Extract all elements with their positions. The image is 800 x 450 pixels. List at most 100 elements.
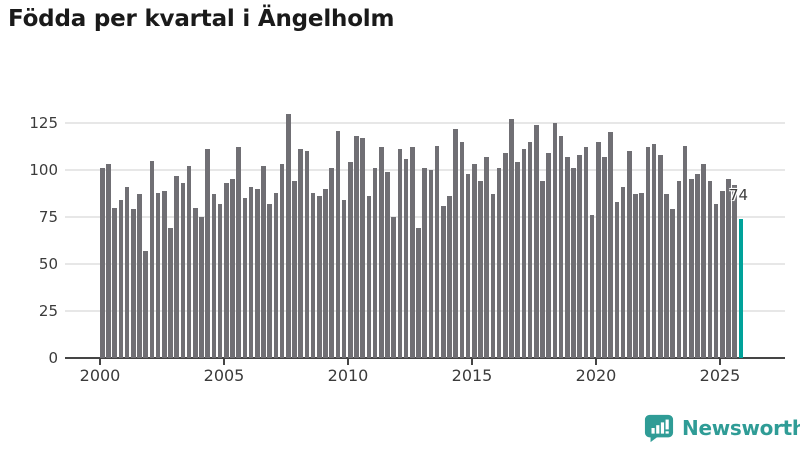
bar — [577, 154, 583, 358]
bar — [422, 168, 428, 358]
bar — [310, 192, 316, 358]
bar — [453, 128, 459, 358]
bar — [174, 175, 180, 358]
bar — [360, 138, 366, 358]
bar — [242, 198, 248, 358]
x-axis-tick — [347, 359, 349, 365]
bar — [292, 181, 297, 358]
bar — [131, 209, 136, 358]
bar — [639, 192, 645, 358]
bar — [230, 179, 235, 358]
bar — [354, 136, 359, 358]
x-axis-tick-label: 2025 — [699, 366, 741, 385]
x-axis-tick-label: 2000 — [79, 366, 121, 385]
bar — [286, 113, 291, 358]
bar — [676, 181, 682, 358]
bar — [205, 149, 211, 358]
bar — [317, 196, 322, 358]
bar — [162, 190, 167, 358]
bar — [199, 217, 204, 358]
bar — [627, 151, 632, 358]
bar — [335, 130, 341, 358]
bar — [273, 192, 279, 358]
bar — [329, 168, 335, 358]
bar — [224, 183, 229, 358]
bar — [441, 205, 446, 358]
bar — [620, 186, 626, 358]
bar — [515, 162, 521, 358]
y-axis-tick-label: 125 — [29, 114, 58, 132]
y-axis-tick-label: 0 — [48, 349, 58, 367]
bar — [565, 156, 570, 358]
bar — [614, 201, 620, 358]
x-axis-tick-label: 2010 — [327, 366, 369, 385]
bar — [279, 164, 285, 358]
bar — [372, 168, 378, 358]
y-axis-tick-label: 25 — [38, 302, 58, 320]
x-axis-tick-label: 2020 — [575, 366, 617, 385]
bar — [503, 153, 508, 358]
bar — [701, 164, 707, 358]
x-axis-tick — [595, 359, 597, 365]
bar — [236, 147, 242, 358]
bar — [695, 173, 700, 358]
bar — [496, 168, 502, 358]
bar — [658, 154, 663, 358]
bar — [416, 228, 421, 358]
bar — [651, 143, 657, 358]
bar — [193, 207, 198, 358]
bar — [732, 185, 738, 358]
bar — [465, 173, 471, 358]
y-axis-tick-label: 75 — [38, 208, 58, 226]
bar — [397, 149, 403, 358]
y-gridline — [65, 122, 785, 124]
bar — [304, 151, 310, 358]
bar — [379, 147, 384, 358]
bar — [540, 181, 545, 358]
bar — [106, 164, 111, 358]
bar — [546, 153, 552, 358]
bar — [434, 145, 440, 358]
bar — [664, 194, 669, 358]
chart-title: Födda per kvartal i Ängelholm — [8, 6, 395, 32]
bar — [143, 250, 149, 358]
bar — [552, 123, 558, 358]
bar — [707, 181, 713, 358]
bar — [211, 194, 217, 358]
bar — [534, 124, 539, 358]
bar — [348, 162, 353, 358]
bar — [571, 168, 576, 358]
bar — [248, 186, 254, 358]
bar — [137, 194, 142, 358]
bar — [391, 217, 397, 358]
brand-name: Newsworthy — [682, 416, 800, 440]
bar — [645, 147, 651, 358]
bar — [472, 164, 477, 358]
bar — [602, 156, 607, 358]
bar — [168, 228, 173, 358]
bar — [255, 188, 260, 358]
bar — [267, 203, 273, 358]
bar — [366, 196, 372, 358]
bar — [583, 147, 589, 358]
bar — [682, 145, 688, 358]
bar — [410, 147, 415, 358]
bar — [261, 166, 266, 358]
bar — [180, 183, 186, 358]
bar — [155, 192, 161, 358]
bar — [341, 200, 347, 358]
brand-footer: Newsworthy — [644, 413, 800, 443]
bar — [521, 149, 527, 358]
x-axis-tick-label: 2015 — [451, 366, 493, 385]
bar — [217, 203, 223, 358]
x-axis-baseline — [65, 357, 785, 359]
x-axis-tick-label: 2005 — [203, 366, 245, 385]
bar — [298, 149, 304, 358]
bar — [118, 200, 124, 358]
bar — [478, 181, 483, 358]
bar — [596, 141, 601, 358]
bar — [385, 171, 390, 358]
highlighted-bar — [738, 218, 744, 358]
bar — [403, 158, 409, 358]
